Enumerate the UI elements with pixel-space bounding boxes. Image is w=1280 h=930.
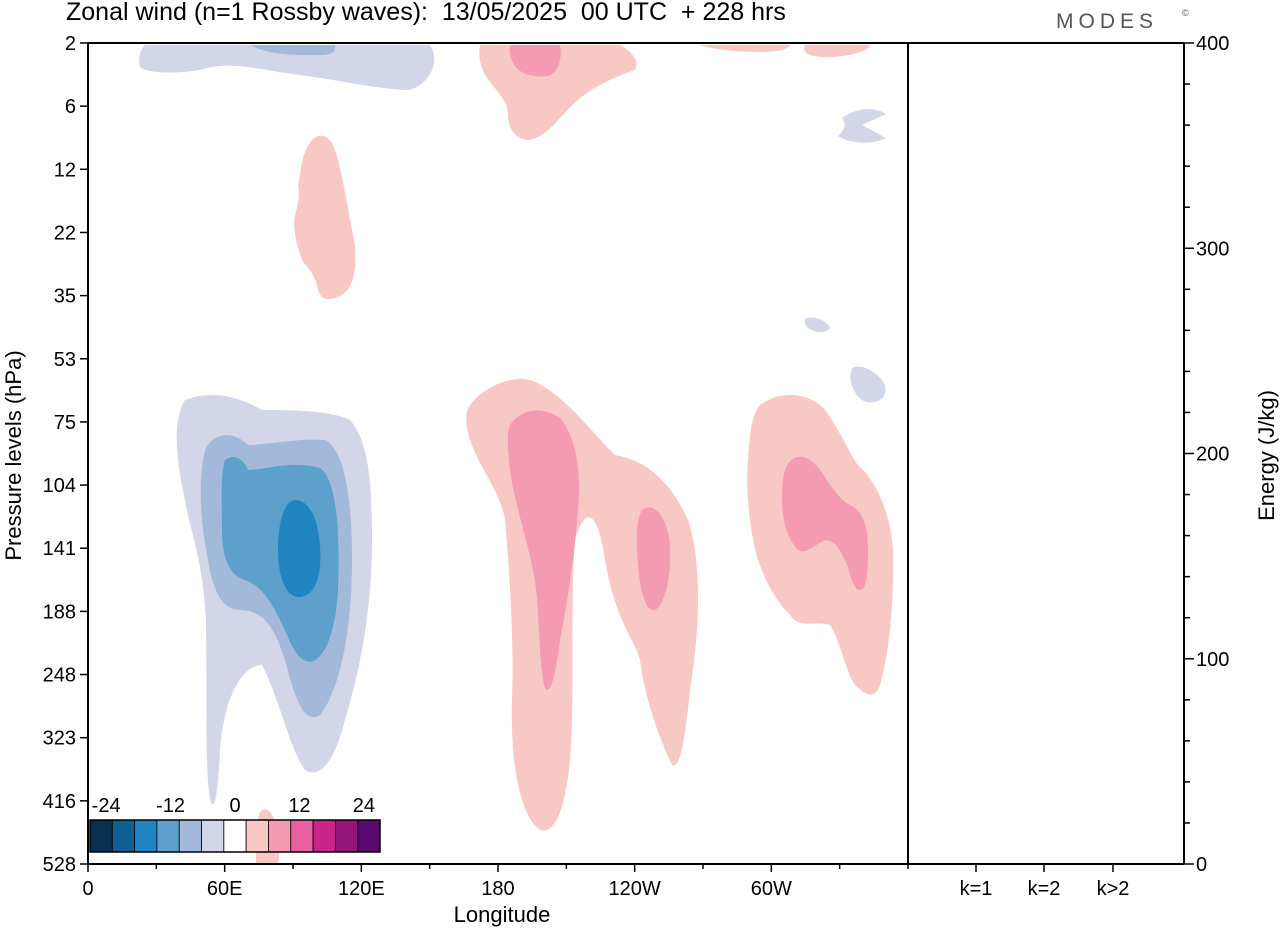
energy-y-tick-label: 200 [1196, 444, 1229, 466]
y-tick-label: 22 [54, 222, 76, 244]
energy-y-tick-label: 100 [1196, 649, 1229, 671]
chart-title: Zonal wind (n=1 Rossby waves): 13/05/202… [66, 0, 786, 26]
x-tick-label: 60E [207, 878, 243, 900]
colorbar-swatch [111, 819, 136, 853]
x-tick-label: 120E [338, 878, 385, 900]
y-tick-label: 35 [54, 286, 76, 308]
contour-pos-3-top-b [804, 45, 870, 58]
contour-pos-3-strat [294, 135, 356, 300]
contour-pos-6-center [507, 410, 580, 690]
colorbar-swatch [156, 819, 180, 853]
colorbar-swatch [134, 819, 158, 853]
colorbar-label: -12 [156, 795, 185, 817]
energy-category-label: k=2 [1028, 878, 1061, 900]
energy-y-axis-title: Energy (J/kg) [1254, 390, 1279, 521]
colorbar: -24 -12 0 12 24 [89, 795, 381, 853]
y-tick-label: 104 [43, 475, 76, 497]
contour-pos-3-center [466, 378, 698, 831]
energy-bar [954, 862, 998, 864]
modes-logo: MODES [1056, 10, 1159, 33]
colorbar-swatch [357, 819, 381, 853]
x-axis-title: Longitude [454, 902, 551, 927]
y-tick-label: 12 [54, 159, 76, 181]
contour-field [139, 45, 894, 864]
x-tick-label: 120W [609, 878, 661, 900]
colorbar-swatch [89, 819, 113, 853]
y-tick-label: 75 [54, 412, 76, 434]
y-tick-label: 323 [43, 728, 76, 750]
energy-bar [1022, 863, 1066, 864]
contour-neg-3-e3 [850, 366, 886, 403]
energy-category-label: k=1 [960, 878, 993, 900]
colorbar-swatch [223, 819, 247, 853]
colorbar-swatch [268, 819, 292, 853]
main-axes: 0 60E 120E 180 120W 60W Longitude 2 6 12 22 35 53 75 1… [1, 33, 909, 927]
contour-pos-6-b [636, 507, 671, 611]
contour-pos-3-top-a [700, 45, 790, 52]
contour-pos-6-strat-top [509, 45, 561, 77]
contour-neg-3-e2 [804, 317, 830, 333]
contour-pos-6-east [782, 456, 868, 590]
y-tick-label: 6 [65, 96, 76, 118]
colorbar-label: 12 [288, 795, 310, 817]
y-tick-label: 528 [43, 854, 76, 876]
colorbar-swatch [178, 819, 202, 853]
colorbar-swatch [245, 819, 269, 853]
contour-neg-6-strat [250, 45, 336, 56]
x-tick-label: 180 [481, 878, 514, 900]
y-axis-title: Pressure levels (hPa) [1, 350, 26, 560]
copyright-mark: © [1182, 8, 1189, 18]
colorbar-label: 0 [229, 795, 240, 817]
y-tick-label: 416 [43, 791, 76, 813]
y-tick-label: 53 [54, 349, 76, 371]
colorbar-swatch [201, 819, 225, 853]
energy-axes: 0 100 200 300 400 Energy (J/kg) k=1 k=2 k>2 [908, 33, 1279, 900]
energy-y-tick-label: 300 [1196, 238, 1229, 260]
energy-y-tick-label: 0 [1196, 854, 1207, 876]
contour-pos-3-east [747, 394, 894, 695]
energy-bar [1091, 863, 1135, 864]
energy-y-tick-label: 400 [1196, 33, 1229, 55]
contour-neg-12 [278, 500, 321, 598]
energy-category-label: k>2 [1097, 878, 1130, 900]
colorbar-label: 24 [353, 795, 375, 817]
x-tick-label: 0 [82, 878, 93, 900]
contour-neg-3-strat [139, 45, 435, 90]
colorbar-swatch [334, 819, 359, 853]
colorbar-frame [89, 819, 381, 853]
y-tick-label: 2 [65, 33, 76, 55]
contour-neg-3-e1 [838, 109, 886, 143]
colorbar-label: -24 [92, 795, 121, 817]
y-tick-label: 141 [43, 538, 76, 560]
y-tick-label: 188 [43, 601, 76, 623]
x-tick-label: 60W [751, 878, 792, 900]
y-tick-label: 248 [43, 665, 76, 687]
colorbar-swatch [290, 819, 314, 853]
colorbar-swatch [312, 819, 336, 853]
